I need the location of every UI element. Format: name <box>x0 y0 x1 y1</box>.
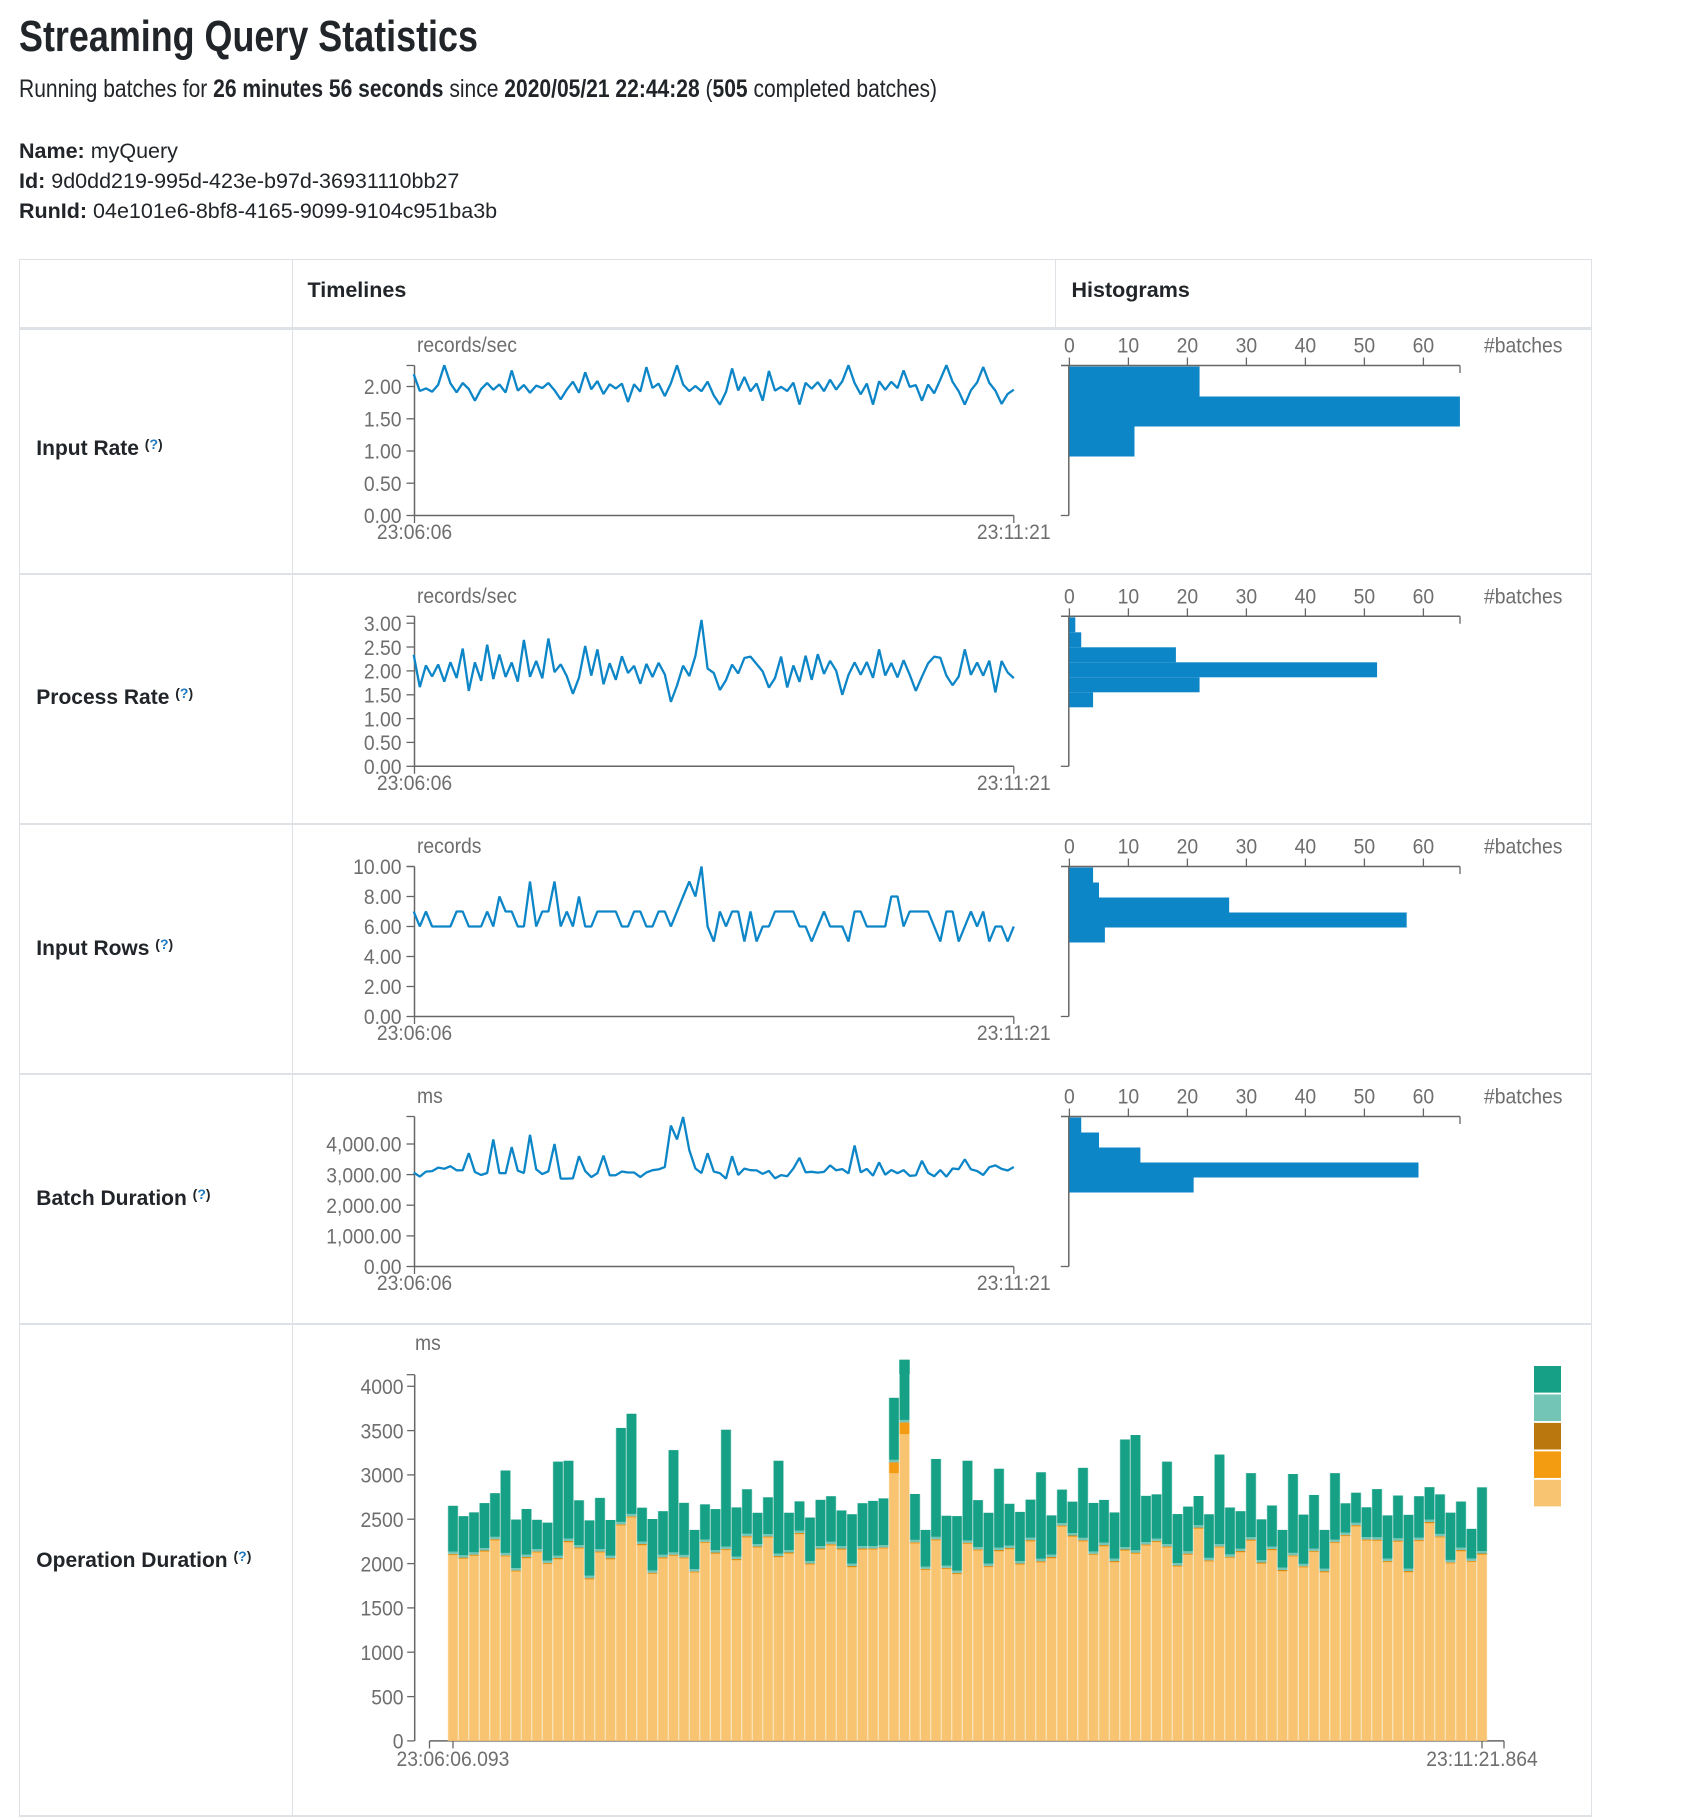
svg-text:23:06:06: 23:06:06 <box>377 520 452 544</box>
svg-text:50: 50 <box>1354 1085 1376 1109</box>
svg-text:0: 0 <box>1064 334 1075 358</box>
svg-text:1.00: 1.00 <box>364 440 402 464</box>
svg-text:30: 30 <box>1236 584 1258 608</box>
svg-text:2.50: 2.50 <box>364 636 402 660</box>
svg-text:23:11:21.864: 23:11:21.864 <box>1426 1747 1537 1771</box>
svg-text:records/sec: records/sec <box>417 584 517 608</box>
svg-text:1.50: 1.50 <box>364 684 402 708</box>
svg-text:10: 10 <box>1118 584 1140 608</box>
svg-text:30: 30 <box>1236 835 1258 859</box>
svg-text:3000: 3000 <box>360 1464 403 1488</box>
svg-text:1.00: 1.00 <box>364 707 402 731</box>
svg-text:40: 40 <box>1295 1085 1317 1109</box>
svg-text:0: 0 <box>1064 1085 1075 1109</box>
svg-text:1000: 1000 <box>360 1641 403 1665</box>
svg-text:60: 60 <box>1413 584 1435 608</box>
svg-text:0: 0 <box>1064 584 1075 608</box>
svg-text:23:11:21: 23:11:21 <box>977 771 1051 795</box>
svg-text:40: 40 <box>1295 334 1317 358</box>
svg-text:6.00: 6.00 <box>364 915 402 939</box>
svg-text:2.00: 2.00 <box>364 975 402 999</box>
svg-text:#batches: #batches <box>1484 835 1562 859</box>
svg-text:60: 60 <box>1413 334 1435 358</box>
svg-text:0.00: 0.00 <box>364 755 402 779</box>
svg-text:2000: 2000 <box>360 1552 403 1576</box>
svg-text:23:11:21: 23:11:21 <box>977 1271 1051 1295</box>
svg-text:records/sec: records/sec <box>417 333 517 357</box>
svg-text:#batches: #batches <box>1484 584 1562 608</box>
svg-text:records: records <box>417 834 481 858</box>
svg-text:30: 30 <box>1236 334 1258 358</box>
svg-text:23:06:06: 23:06:06 <box>377 771 452 795</box>
svg-text:1,000.00: 1,000.00 <box>326 1225 401 1249</box>
svg-text:40: 40 <box>1295 584 1317 608</box>
svg-text:10: 10 <box>1118 1085 1140 1109</box>
svg-text:ms: ms <box>417 1084 443 1108</box>
svg-text:40: 40 <box>1295 835 1317 859</box>
svg-text:#batches: #batches <box>1484 1085 1562 1109</box>
svg-text:23:06:06: 23:06:06 <box>377 1271 452 1295</box>
svg-text:30: 30 <box>1236 1085 1258 1109</box>
svg-text:0: 0 <box>393 1730 404 1754</box>
svg-text:2.00: 2.00 <box>364 660 402 684</box>
svg-text:8.00: 8.00 <box>364 885 402 909</box>
svg-text:0: 0 <box>1064 835 1075 859</box>
svg-text:4,000.00: 4,000.00 <box>326 1133 401 1157</box>
svg-text:0.00: 0.00 <box>364 1005 402 1029</box>
svg-text:2500: 2500 <box>360 1508 403 1532</box>
svg-text:3500: 3500 <box>360 1419 403 1443</box>
svg-text:23:11:21: 23:11:21 <box>977 1021 1051 1045</box>
svg-text:20: 20 <box>1177 1085 1199 1109</box>
svg-text:4000: 4000 <box>360 1375 403 1399</box>
svg-text:2.00: 2.00 <box>364 375 402 399</box>
svg-text:10.00: 10.00 <box>353 855 401 879</box>
svg-text:10: 10 <box>1118 334 1140 358</box>
svg-text:60: 60 <box>1413 1085 1435 1109</box>
svg-text:2,000.00: 2,000.00 <box>326 1194 401 1218</box>
svg-text:23:06:06: 23:06:06 <box>377 1021 452 1045</box>
svg-text:#batches: #batches <box>1484 334 1562 358</box>
svg-text:60: 60 <box>1413 835 1435 859</box>
svg-text:20: 20 <box>1177 584 1199 608</box>
svg-text:1500: 1500 <box>360 1597 403 1621</box>
svg-text:50: 50 <box>1354 835 1376 859</box>
svg-text:23:11:21: 23:11:21 <box>977 520 1051 544</box>
svg-text:23:06:06.093: 23:06:06.093 <box>397 1747 510 1771</box>
svg-text:20: 20 <box>1177 334 1199 358</box>
svg-text:3,000.00: 3,000.00 <box>326 1163 401 1187</box>
svg-text:3.00: 3.00 <box>364 612 402 636</box>
svg-text:ms: ms <box>415 1331 441 1355</box>
svg-text:0.50: 0.50 <box>364 731 402 755</box>
svg-text:4.00: 4.00 <box>364 945 402 969</box>
svg-text:0.00: 0.00 <box>364 1255 402 1279</box>
svg-text:0.00: 0.00 <box>364 504 402 528</box>
svg-text:50: 50 <box>1354 584 1376 608</box>
svg-text:500: 500 <box>371 1685 403 1709</box>
svg-text:20: 20 <box>1177 835 1199 859</box>
svg-text:50: 50 <box>1354 334 1376 358</box>
svg-text:10: 10 <box>1118 835 1140 859</box>
svg-text:1.50: 1.50 <box>364 407 402 431</box>
svg-text:0.50: 0.50 <box>364 472 402 496</box>
